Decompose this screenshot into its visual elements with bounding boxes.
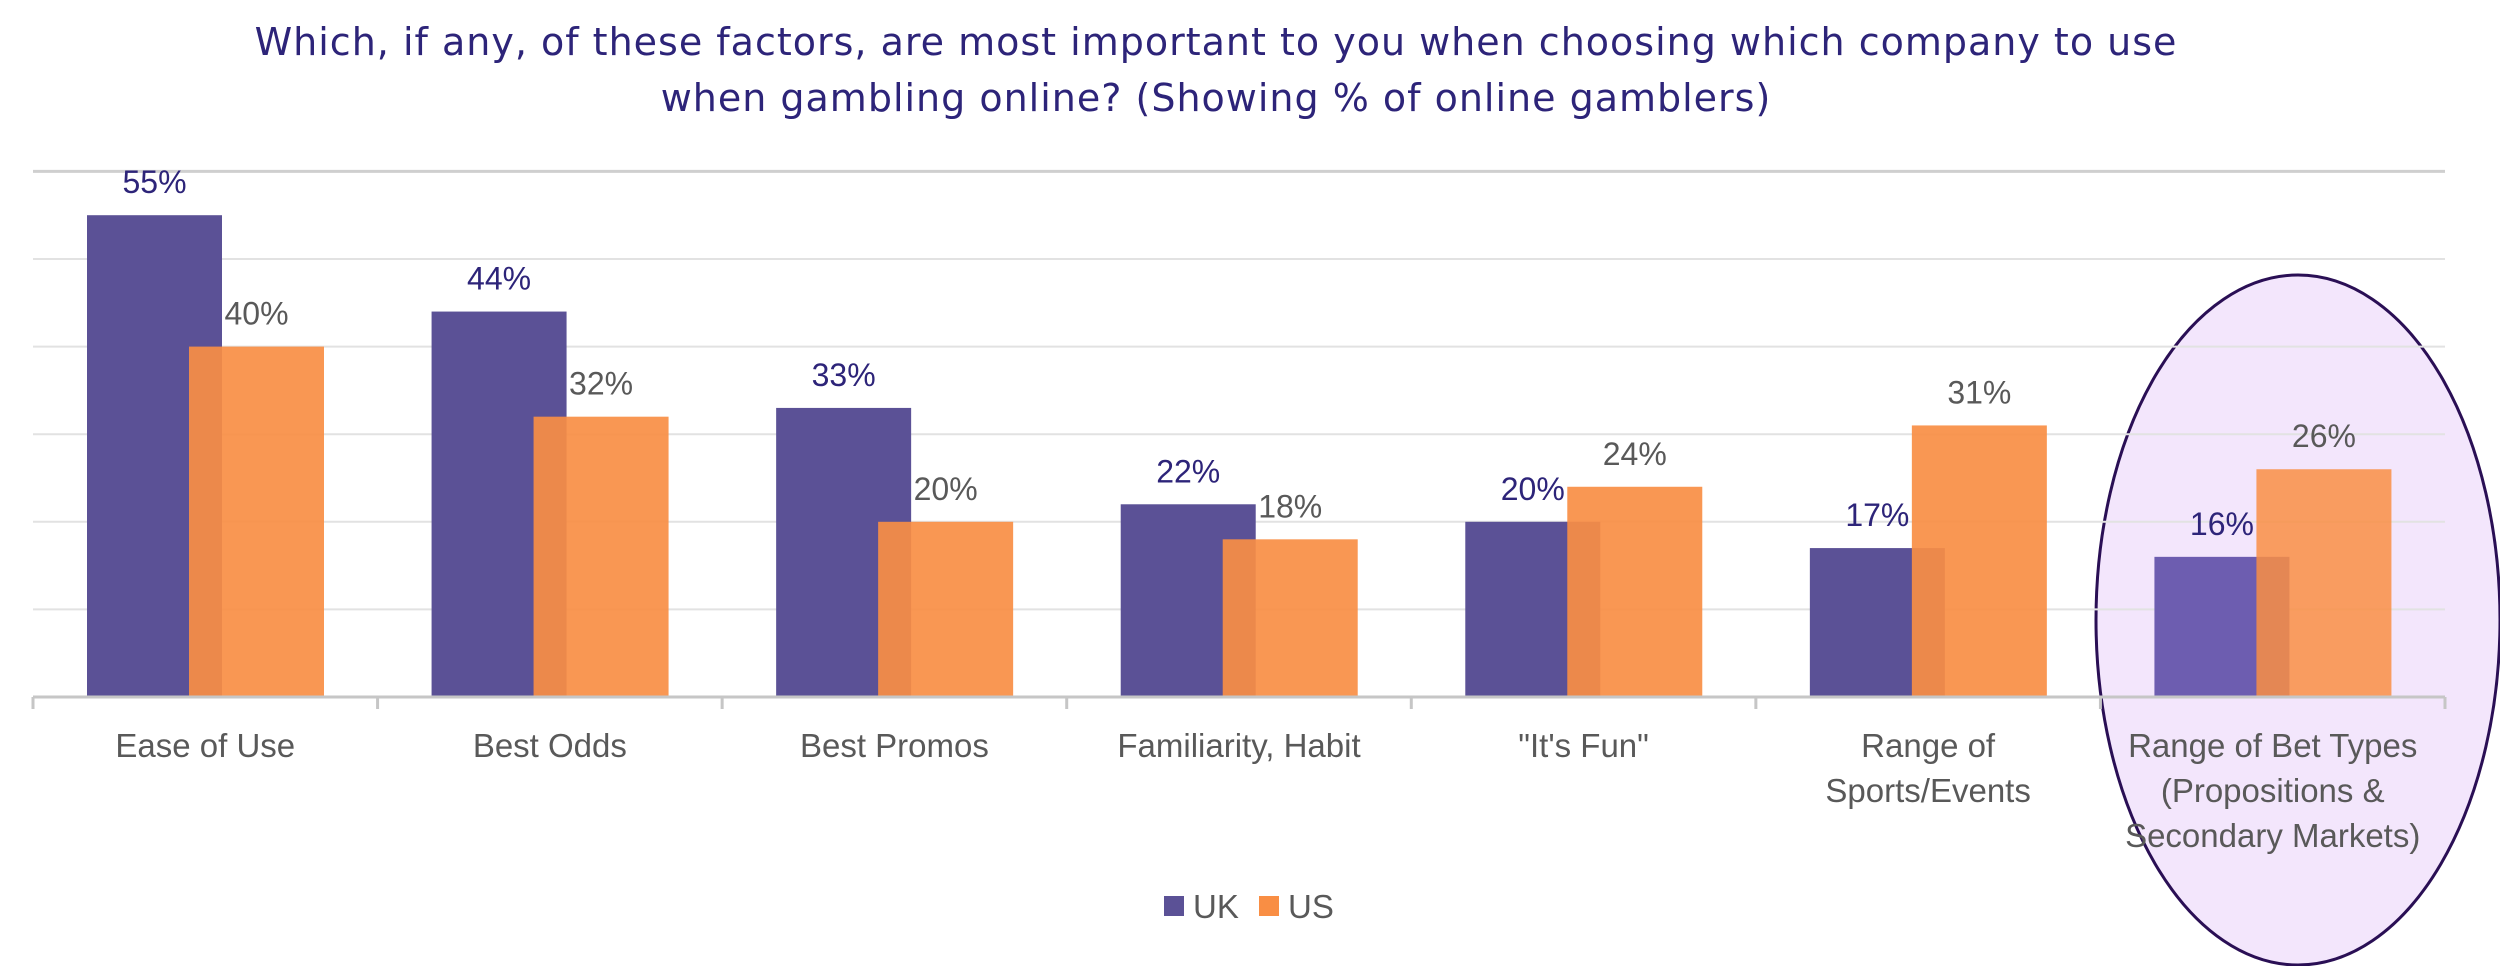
data-label-uk: 33% [812, 357, 876, 393]
data-label-us: 40% [224, 296, 288, 332]
bar-us [533, 416, 669, 697]
data-label-uk: 16% [2190, 506, 2254, 542]
data-label-uk: 17% [1845, 497, 1909, 533]
category-label: Best Promos [800, 727, 989, 764]
legend-label: US [1288, 888, 1334, 925]
data-label-us: 24% [1603, 436, 1667, 472]
legend-swatch [1164, 896, 1184, 916]
chart-title-line-1: Which, if any, of these factors, are mos… [255, 20, 2178, 64]
bar-us [1567, 486, 1703, 697]
category-label: Best Odds [473, 727, 627, 764]
category-label: (Propositions & [2161, 772, 2385, 809]
bar-us [2256, 469, 2392, 697]
category-label: Range of Bet Types [2128, 727, 2417, 764]
bars [87, 215, 2392, 697]
data-label-uk: 44% [467, 261, 531, 297]
bar-us [1911, 425, 2047, 697]
category-label: Familiarity, Habit [1117, 727, 1360, 764]
bar-us [189, 346, 324, 697]
data-label-uk: 22% [1156, 453, 1220, 489]
x-axis [31, 695, 2447, 709]
data-label-us: 20% [914, 471, 978, 507]
data-labels: 55% 40% 44% 32% 33% 20% 22% 18% 20% 24% 17% 31% 16% 2… [122, 164, 2355, 542]
chart-title: Which, if any, of these factors, are mos… [255, 20, 2178, 120]
data-label-uk: 55% [122, 164, 186, 200]
data-label-us: 18% [1258, 488, 1322, 524]
category-label: Sports/Events [1825, 772, 2030, 809]
category-label: "It's Fun" [1518, 727, 1649, 764]
data-label-uk: 20% [1501, 471, 1565, 507]
legend-label: UK [1193, 888, 1239, 925]
category-label: Range of [1861, 727, 1996, 764]
legend-swatch [1259, 896, 1279, 916]
bar-us [878, 521, 1014, 697]
data-label-us: 26% [2292, 418, 2356, 454]
data-label-us: 32% [569, 366, 633, 402]
category-label: Secondary Markets) [2125, 817, 2420, 854]
category-labels: Ease of Use Best Odds Best Promos Familiari… [115, 727, 2420, 854]
bar-us [1222, 539, 1358, 697]
category-label: Ease of Use [115, 727, 295, 764]
legend: UK US [1164, 888, 1334, 925]
data-label-us: 31% [1947, 374, 2011, 410]
chart-title-line-2: when gambling online? (Showing % of onli… [661, 76, 1772, 120]
